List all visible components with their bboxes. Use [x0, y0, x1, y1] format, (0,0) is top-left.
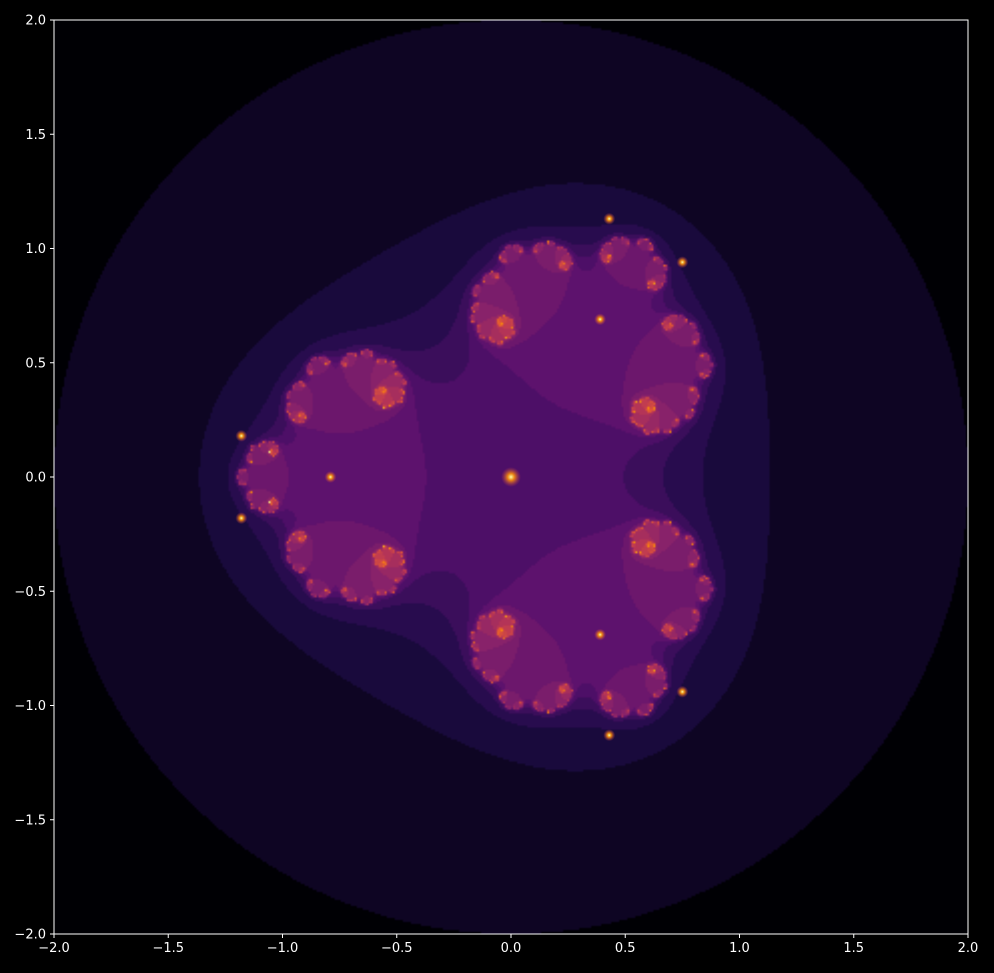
y-tick-label: −1.0: [14, 699, 46, 714]
y-tick-label: 2.0: [25, 14, 46, 29]
branch-point: [501, 467, 521, 487]
axes: −2.0 −1.5 −1.0 −0.5 0.0 0.5 1.0 1.5 2.0 2.0 1.5 1.0…: [14, 14, 978, 957]
y-tick-label: 0.5: [25, 356, 46, 371]
x-tick-label: −1.0: [267, 941, 299, 956]
x-tick-label: 1.5: [843, 941, 864, 956]
branch-point: [324, 471, 337, 483]
branch-point: [594, 313, 607, 326]
y-tick-label: 1.0: [25, 242, 46, 257]
x-tick-label: 0.0: [501, 941, 522, 956]
x-tick-label: 2.0: [958, 941, 979, 956]
x-tick-label: −1.5: [152, 941, 184, 956]
branch-point: [235, 429, 248, 442]
x-tick-label: 0.5: [615, 941, 636, 956]
branch-point: [676, 256, 689, 269]
branch-point: [676, 685, 689, 698]
x-tick-label: −2.0: [38, 941, 70, 956]
branch-point: [603, 729, 616, 742]
y-tick-label: 1.5: [25, 128, 46, 143]
branch-point: [594, 628, 607, 641]
y-tick-label: −1.5: [14, 813, 46, 828]
x-tick-label: −0.5: [381, 941, 413, 956]
x-tick-label: 1.0: [729, 941, 750, 956]
branch-point: [235, 512, 248, 525]
y-tick-label: −2.0: [14, 928, 46, 943]
branch-point: [603, 212, 616, 225]
fractal-image: [54, 20, 968, 934]
y-tick-label: 0.0: [25, 471, 46, 486]
y-tick-label: −0.5: [14, 585, 46, 600]
